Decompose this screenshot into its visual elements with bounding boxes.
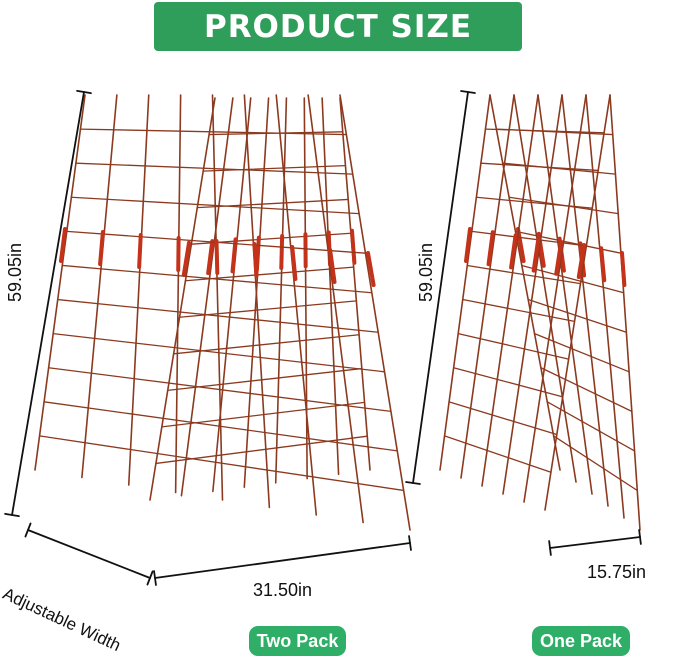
two-pack-front-clip	[98, 230, 105, 266]
one-pack-front-cross-bar	[462, 298, 576, 323]
one-pack-front-vertical-rod	[544, 94, 611, 511]
two-pack-height-dimension-tick	[4, 512, 20, 518]
one-pack-front-clip	[464, 227, 472, 263]
two-pack-width-dimension-tick	[408, 535, 412, 551]
product-size-banner: PRODUCT SIZE	[154, 2, 522, 51]
one-pack-height-dimension-tick	[460, 90, 476, 94]
two-pack-back-clip	[181, 240, 191, 277]
two-pack-front-cross-bar	[57, 298, 379, 333]
two-pack-front-clip	[59, 227, 67, 263]
one-pack-back-cross-bar	[514, 230, 622, 254]
one-pack-front-cross-bar	[457, 332, 570, 360]
one-pack-front-cross-bar	[443, 435, 552, 473]
two-pack-width-dimension-tick	[153, 570, 157, 586]
one-pack-width-label: 15.75in	[587, 562, 647, 582]
one-pack-back-cross-bar	[533, 332, 630, 373]
one-pack-back-clip	[620, 251, 627, 287]
two-pack-back-clip	[279, 233, 285, 270]
one-pack-back-cross-bar	[527, 298, 628, 333]
two-pack-height-dimension-tick	[76, 89, 92, 95]
two-pack-height-dimension	[11, 91, 85, 516]
two-pack-front-vertical-rod	[243, 94, 271, 509]
one-pack-front-cross-bar	[452, 367, 564, 398]
one-pack-height-dimension	[412, 91, 469, 484]
two-pack-front-clip	[137, 233, 143, 269]
one-pack-back-clip	[599, 246, 607, 283]
one-pack-front-clip	[509, 233, 518, 270]
two-pack-front-cross-bar	[79, 128, 348, 136]
one-pack-height-label: 59.05in	[416, 242, 437, 303]
two-pack-front-clip	[252, 242, 259, 278]
one-pack-front-cross-bar	[475, 196, 593, 209]
one-pack-back-vertical-rod	[585, 94, 625, 519]
two-pack-front-clip	[328, 248, 337, 284]
two-pack-front-vertical-rod	[81, 94, 118, 479]
two-pack-front-vertical-rod	[307, 94, 364, 524]
two-pack-front-vertical-rod	[275, 94, 318, 516]
one-pack-width-dimension	[549, 536, 641, 549]
one-pack-back-cross-bar	[521, 264, 625, 294]
one-pack-width-dimension-tick	[548, 540, 552, 556]
one-pack-back-vertical-rod	[513, 94, 577, 483]
one-pack-front-vertical-rod	[439, 94, 491, 471]
two-pack-height-label: 59.05in	[5, 242, 26, 303]
one-pack-back-cross-bar	[540, 367, 633, 413]
one-pack-back-clip	[516, 227, 526, 263]
two-pack-front-vertical-rod	[339, 94, 411, 531]
adjustable-width-dimension-tick	[24, 522, 32, 538]
two-pack-front-cross-bar	[70, 196, 360, 215]
two-pack-front-cross-bar	[38, 435, 405, 492]
one-pack-front-cross-bar	[484, 128, 605, 134]
one-pack-front-vertical-rod	[502, 94, 563, 495]
two-pack-front-cross-bar	[43, 401, 398, 452]
two-pack-back-cross-bar	[202, 164, 347, 172]
two-pack-back-vertical-rod	[321, 97, 340, 476]
one-pack-back-vertical-rod	[561, 94, 609, 507]
two-pack-back-clip	[230, 237, 238, 274]
one-pack-width-dimension-tick	[638, 529, 642, 545]
two-pack-front-vertical-rod	[127, 94, 150, 486]
one-pack-front-clip	[554, 239, 564, 276]
one-pack-back-cross-bar	[546, 401, 636, 452]
one-pack-front-vertical-rod	[481, 94, 539, 487]
two-pack-back-vertical-rod	[212, 97, 252, 493]
one-pack-button[interactable]: One Pack	[532, 626, 630, 656]
one-pack-back-vertical-rod	[609, 94, 641, 531]
two-pack-back-vertical-rod	[180, 97, 234, 497]
two-pack-back-vertical-rod	[149, 97, 216, 501]
two-pack-front-clip	[290, 245, 298, 281]
two-pack-back-vertical-rod	[339, 97, 371, 471]
two-pack-front-cross-bar	[52, 332, 386, 373]
adjustable-width-dimension	[27, 529, 151, 579]
two-pack-button[interactable]: Two Pack	[249, 626, 346, 656]
one-pack-front-cross-bar	[466, 264, 582, 285]
two-pack-back-clip	[206, 239, 215, 276]
one-pack-front-cross-bar	[448, 401, 558, 436]
one-pack-front-clip	[486, 230, 495, 267]
two-pack-front-cross-bar	[61, 264, 373, 294]
adjustable-width-dimension-tick	[146, 570, 154, 586]
one-pack-front-clip	[531, 236, 541, 273]
two-pack-front-clip	[214, 239, 220, 275]
two-pack-front-clip	[366, 251, 376, 287]
one-pack-back-vertical-rod	[537, 94, 593, 495]
two-pack-back-clip	[350, 228, 357, 265]
one-pack-front-cross-bar	[480, 162, 599, 172]
two-pack-front-cross-bar	[75, 162, 354, 175]
one-pack-back-cross-bar	[552, 435, 638, 492]
two-pack-width-dimension	[154, 542, 411, 579]
two-pack-front-cross-bar	[47, 367, 392, 413]
one-pack-back-vertical-rod	[489, 94, 561, 471]
two-pack-front-vertical-rod	[174, 94, 182, 494]
two-pack-front-vertical-rod	[34, 94, 86, 471]
two-pack-width-label: 31.50in	[253, 580, 313, 600]
one-pack-front-vertical-rod	[523, 94, 587, 503]
one-pack-front-vertical-rod	[460, 94, 515, 479]
one-pack-front-clip	[576, 243, 586, 279]
two-pack-front-vertical-rod	[211, 94, 224, 501]
two-pack-back-vertical-rod	[274, 97, 288, 484]
one-pack-height-dimension-tick	[405, 481, 421, 485]
